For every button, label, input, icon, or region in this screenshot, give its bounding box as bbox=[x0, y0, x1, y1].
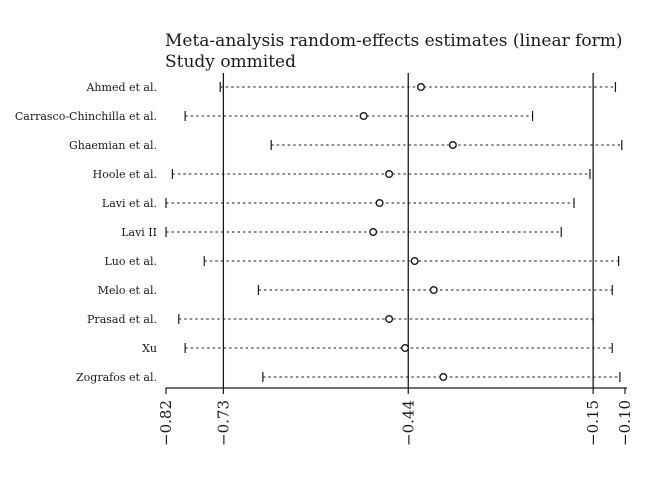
x-tick-label: −0.10 bbox=[616, 400, 634, 446]
study-label: Prasad et al. bbox=[87, 313, 157, 326]
point-estimate-marker bbox=[401, 344, 410, 353]
x-axis-ticks: −0.82 −0.73 −0.44 −0.15 −0.10 bbox=[157, 388, 634, 446]
point-estimate-marker bbox=[429, 286, 438, 295]
study-row: Xu bbox=[142, 342, 613, 355]
study-label: Ahmed et al. bbox=[85, 81, 157, 94]
study-label: Hoole et al. bbox=[93, 168, 157, 181]
study-row: Ahmed et al. bbox=[85, 81, 617, 94]
point-estimate-marker bbox=[439, 373, 448, 382]
point-estimate-marker bbox=[385, 315, 394, 324]
x-tick-label: −0.73 bbox=[214, 400, 232, 446]
reference-lines bbox=[222, 73, 594, 388]
study-row: Melo et al. bbox=[98, 284, 613, 297]
study-row: Ghaemian et al. bbox=[69, 139, 623, 152]
study-row: Lavi II bbox=[121, 226, 562, 239]
study-label: Lavi II bbox=[121, 226, 157, 239]
study-row: Zografos et al. bbox=[76, 371, 621, 384]
point-estimate-marker bbox=[417, 82, 426, 91]
point-estimate-marker bbox=[375, 198, 384, 207]
study-label: Carrasco-Chinchilla et al. bbox=[15, 110, 157, 123]
x-tick-label: −0.82 bbox=[157, 400, 175, 446]
study-label: Luo et al. bbox=[104, 255, 157, 268]
point-estimate-marker bbox=[410, 257, 419, 266]
point-estimate-marker bbox=[448, 140, 457, 149]
study-rows: Ahmed et al. Carrasco-Chinchilla et al. Gh… bbox=[15, 81, 623, 384]
chart-title-line-2: Study ommited bbox=[165, 52, 296, 72]
study-label: Melo et al. bbox=[98, 284, 157, 297]
point-estimate-marker bbox=[385, 169, 394, 178]
study-row: Lavi et al. bbox=[102, 197, 575, 210]
study-row: Hoole et al. bbox=[93, 168, 591, 181]
chart-title-line-1: Meta-analysis random-effects estimates (… bbox=[165, 31, 623, 51]
study-label: Lavi et al. bbox=[102, 197, 157, 210]
study-row: Prasad et al. bbox=[87, 313, 594, 326]
x-tick-label: −0.44 bbox=[399, 400, 417, 446]
study-row: Carrasco-Chinchilla et al. bbox=[15, 110, 534, 123]
point-estimate-marker bbox=[359, 111, 368, 120]
study-label: Ghaemian et al. bbox=[69, 139, 157, 152]
point-estimate-marker bbox=[369, 227, 378, 236]
study-label: Xu bbox=[142, 342, 157, 355]
study-row: Luo et al. bbox=[104, 255, 620, 268]
x-tick-label: −0.15 bbox=[584, 400, 602, 446]
study-label: Zografos et al. bbox=[76, 371, 157, 384]
